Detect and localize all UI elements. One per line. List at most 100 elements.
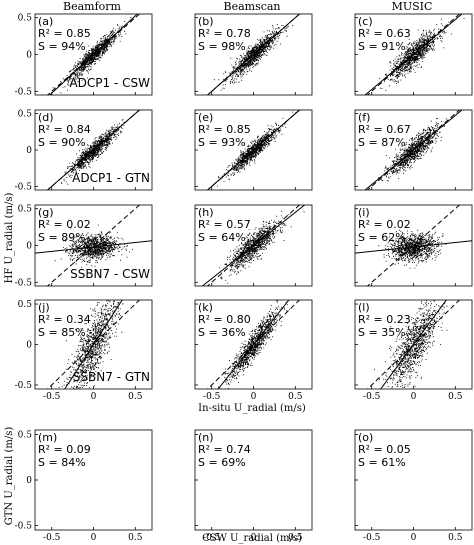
panel-n: -0.5 0 0.5 (n)R² = 0.74S = 69%: [194, 429, 313, 543]
scatter-points: [213, 24, 294, 91]
panel-letter: (n): [198, 431, 214, 444]
skill-score-label: S = 84%: [38, 456, 86, 469]
regression-line: [201, 205, 306, 286]
r-squared-label: R² = 0.23: [358, 313, 411, 326]
scatter-points: [378, 118, 447, 182]
panel-l: -0.5 0 0.5 (l)R² = 0.23S = 35%: [354, 299, 473, 402]
panel-g: 0.5 0 -0.5 (g)R² = 0.02S = 89% SSBN7 - CSW: [15, 204, 153, 288]
r-squared-label: R² = 0.67: [358, 123, 411, 136]
panel-letter: (h): [198, 206, 214, 219]
x-tick-label: -0.5: [43, 392, 61, 402]
x-tick-label: 0.5: [128, 533, 143, 543]
skill-score-label: S = 90%: [38, 136, 86, 149]
x-tick-label: 0: [91, 392, 97, 402]
skill-score-label: S = 35%: [358, 326, 406, 339]
regression-line: [380, 300, 447, 389]
panel-letter: (k): [198, 301, 213, 314]
panel-plot-area: [201, 205, 306, 286]
panel-letter: (b): [198, 15, 214, 28]
column-title-music: MUSIC: [392, 0, 433, 13]
panel-letter: (i): [358, 206, 370, 219]
panel-plot-area: [366, 300, 461, 389]
x-tick-label: -0.5: [203, 392, 221, 402]
x-tick-label: 0: [251, 533, 257, 543]
panel-letter: (a): [38, 15, 53, 28]
regression-line: [364, 14, 463, 95]
skill-score-label: S = 61%: [358, 456, 406, 469]
regression-line: [46, 110, 141, 190]
y-tick-label: -0.5: [15, 521, 33, 531]
y-tick-label: 0.5: [18, 110, 33, 120]
r-squared-label: R² = 0.05: [358, 443, 411, 456]
panel-d: 0.5 0 -0.5 (d)R² = 0.84S = 90% ADCP1 - GTN: [15, 109, 153, 192]
y-tick-label: 0.5: [18, 431, 33, 441]
regression-line: [48, 14, 139, 95]
panel-plot-area: [364, 14, 465, 95]
y-tick-label: 0.5: [18, 300, 33, 310]
y-axis-label-gtn: GTN U_radial (m/s): [4, 427, 15, 526]
skill-score-label: S = 89%: [38, 231, 86, 244]
panel-b: (b)R² = 0.78S = 98%: [194, 13, 313, 96]
x-axis-label-insitu: In-situ U_radial (m/s): [198, 403, 306, 414]
panel-i: (i)R² = 0.02S = 62%: [354, 204, 473, 287]
y-tick-label: 0: [26, 476, 32, 486]
panel-letter: (f): [358, 111, 370, 124]
regression-line: [35, 240, 152, 254]
panel-m: 0.5 0 -0.5 -0.5 0 0.5 (m)R² = 0.09S = 84%: [15, 429, 153, 543]
panel-plot-area: [364, 110, 463, 190]
panel-j: 0.5 0 -0.5 -0.5 0 0.5 (j)R² = 0.34S = 85% SSBN7…: [15, 299, 153, 402]
panel-letter: (e): [198, 111, 213, 124]
panel-letter: (c): [358, 15, 373, 28]
regression-line: [206, 14, 301, 95]
skill-score-label: S = 87%: [358, 136, 406, 149]
y-tick-label: 0: [26, 341, 32, 351]
x-tick-label: 0: [251, 392, 257, 402]
site-label: SSBN7 - GTN: [73, 370, 150, 384]
panel-plot-area: [206, 300, 301, 389]
skill-score-label: S = 36%: [198, 326, 246, 339]
regression-line: [355, 240, 472, 254]
skill-score-label: S = 93%: [198, 136, 246, 149]
y-tick-label: 0.5: [18, 14, 33, 24]
column-title-beamform: Beamform: [63, 0, 122, 13]
r-squared-label: R² = 0.74: [198, 443, 251, 456]
panel-letter: (l): [358, 301, 370, 314]
y-tick-label: -0.5: [15, 182, 33, 192]
scatter-points: [49, 17, 132, 95]
skill-score-label: S = 64%: [198, 231, 246, 244]
scatter-points: [219, 210, 305, 284]
y-tick-label: -0.5: [15, 381, 33, 391]
panel-c: (c)R² = 0.63S = 91%: [354, 13, 473, 96]
scatter-points: [378, 229, 447, 269]
x-tick-label: -0.5: [43, 533, 61, 543]
regression-line: [330, 465, 474, 498]
panel-plot-area: [46, 300, 141, 389]
y-tick-label: -0.5: [15, 278, 33, 288]
regression-line: [217, 300, 290, 389]
r-squared-label: R² = 0.78: [198, 27, 251, 40]
y-tick-label: 0: [26, 146, 32, 156]
skill-score-label: S = 91%: [358, 40, 406, 53]
x-tick-label: 0.5: [448, 533, 463, 543]
panel-plot-area: [46, 110, 141, 190]
panel-plot-area: [206, 14, 301, 95]
panel-k: -0.5 0 0.5 (k)R² = 0.80S = 36%: [194, 299, 313, 402]
regression-line: [64, 300, 123, 389]
r-squared-label: R² = 0.63: [358, 27, 411, 40]
r-squared-label: R² = 0.34: [38, 313, 91, 326]
r-squared-label: R² = 0.85: [38, 27, 91, 40]
r-squared-label: R² = 0.02: [38, 218, 91, 231]
r-squared-label: R² = 0.84: [38, 123, 91, 136]
x-tick-label: 0: [411, 533, 417, 543]
x-tick-label: -0.5: [363, 533, 381, 543]
panel-e: (e)R² = 0.85S = 93%: [194, 109, 313, 191]
panel-plot-area: [35, 205, 152, 286]
panel-letter: (o): [358, 431, 373, 444]
scatter-points: [217, 111, 297, 187]
panel-plot-area: [206, 110, 301, 190]
scatter-points: [373, 300, 454, 389]
panel-f: (f)R² = 0.67S = 87%: [354, 109, 473, 191]
y-tick-label: 0: [26, 51, 32, 61]
r-squared-label: R² = 0.02: [358, 218, 411, 231]
